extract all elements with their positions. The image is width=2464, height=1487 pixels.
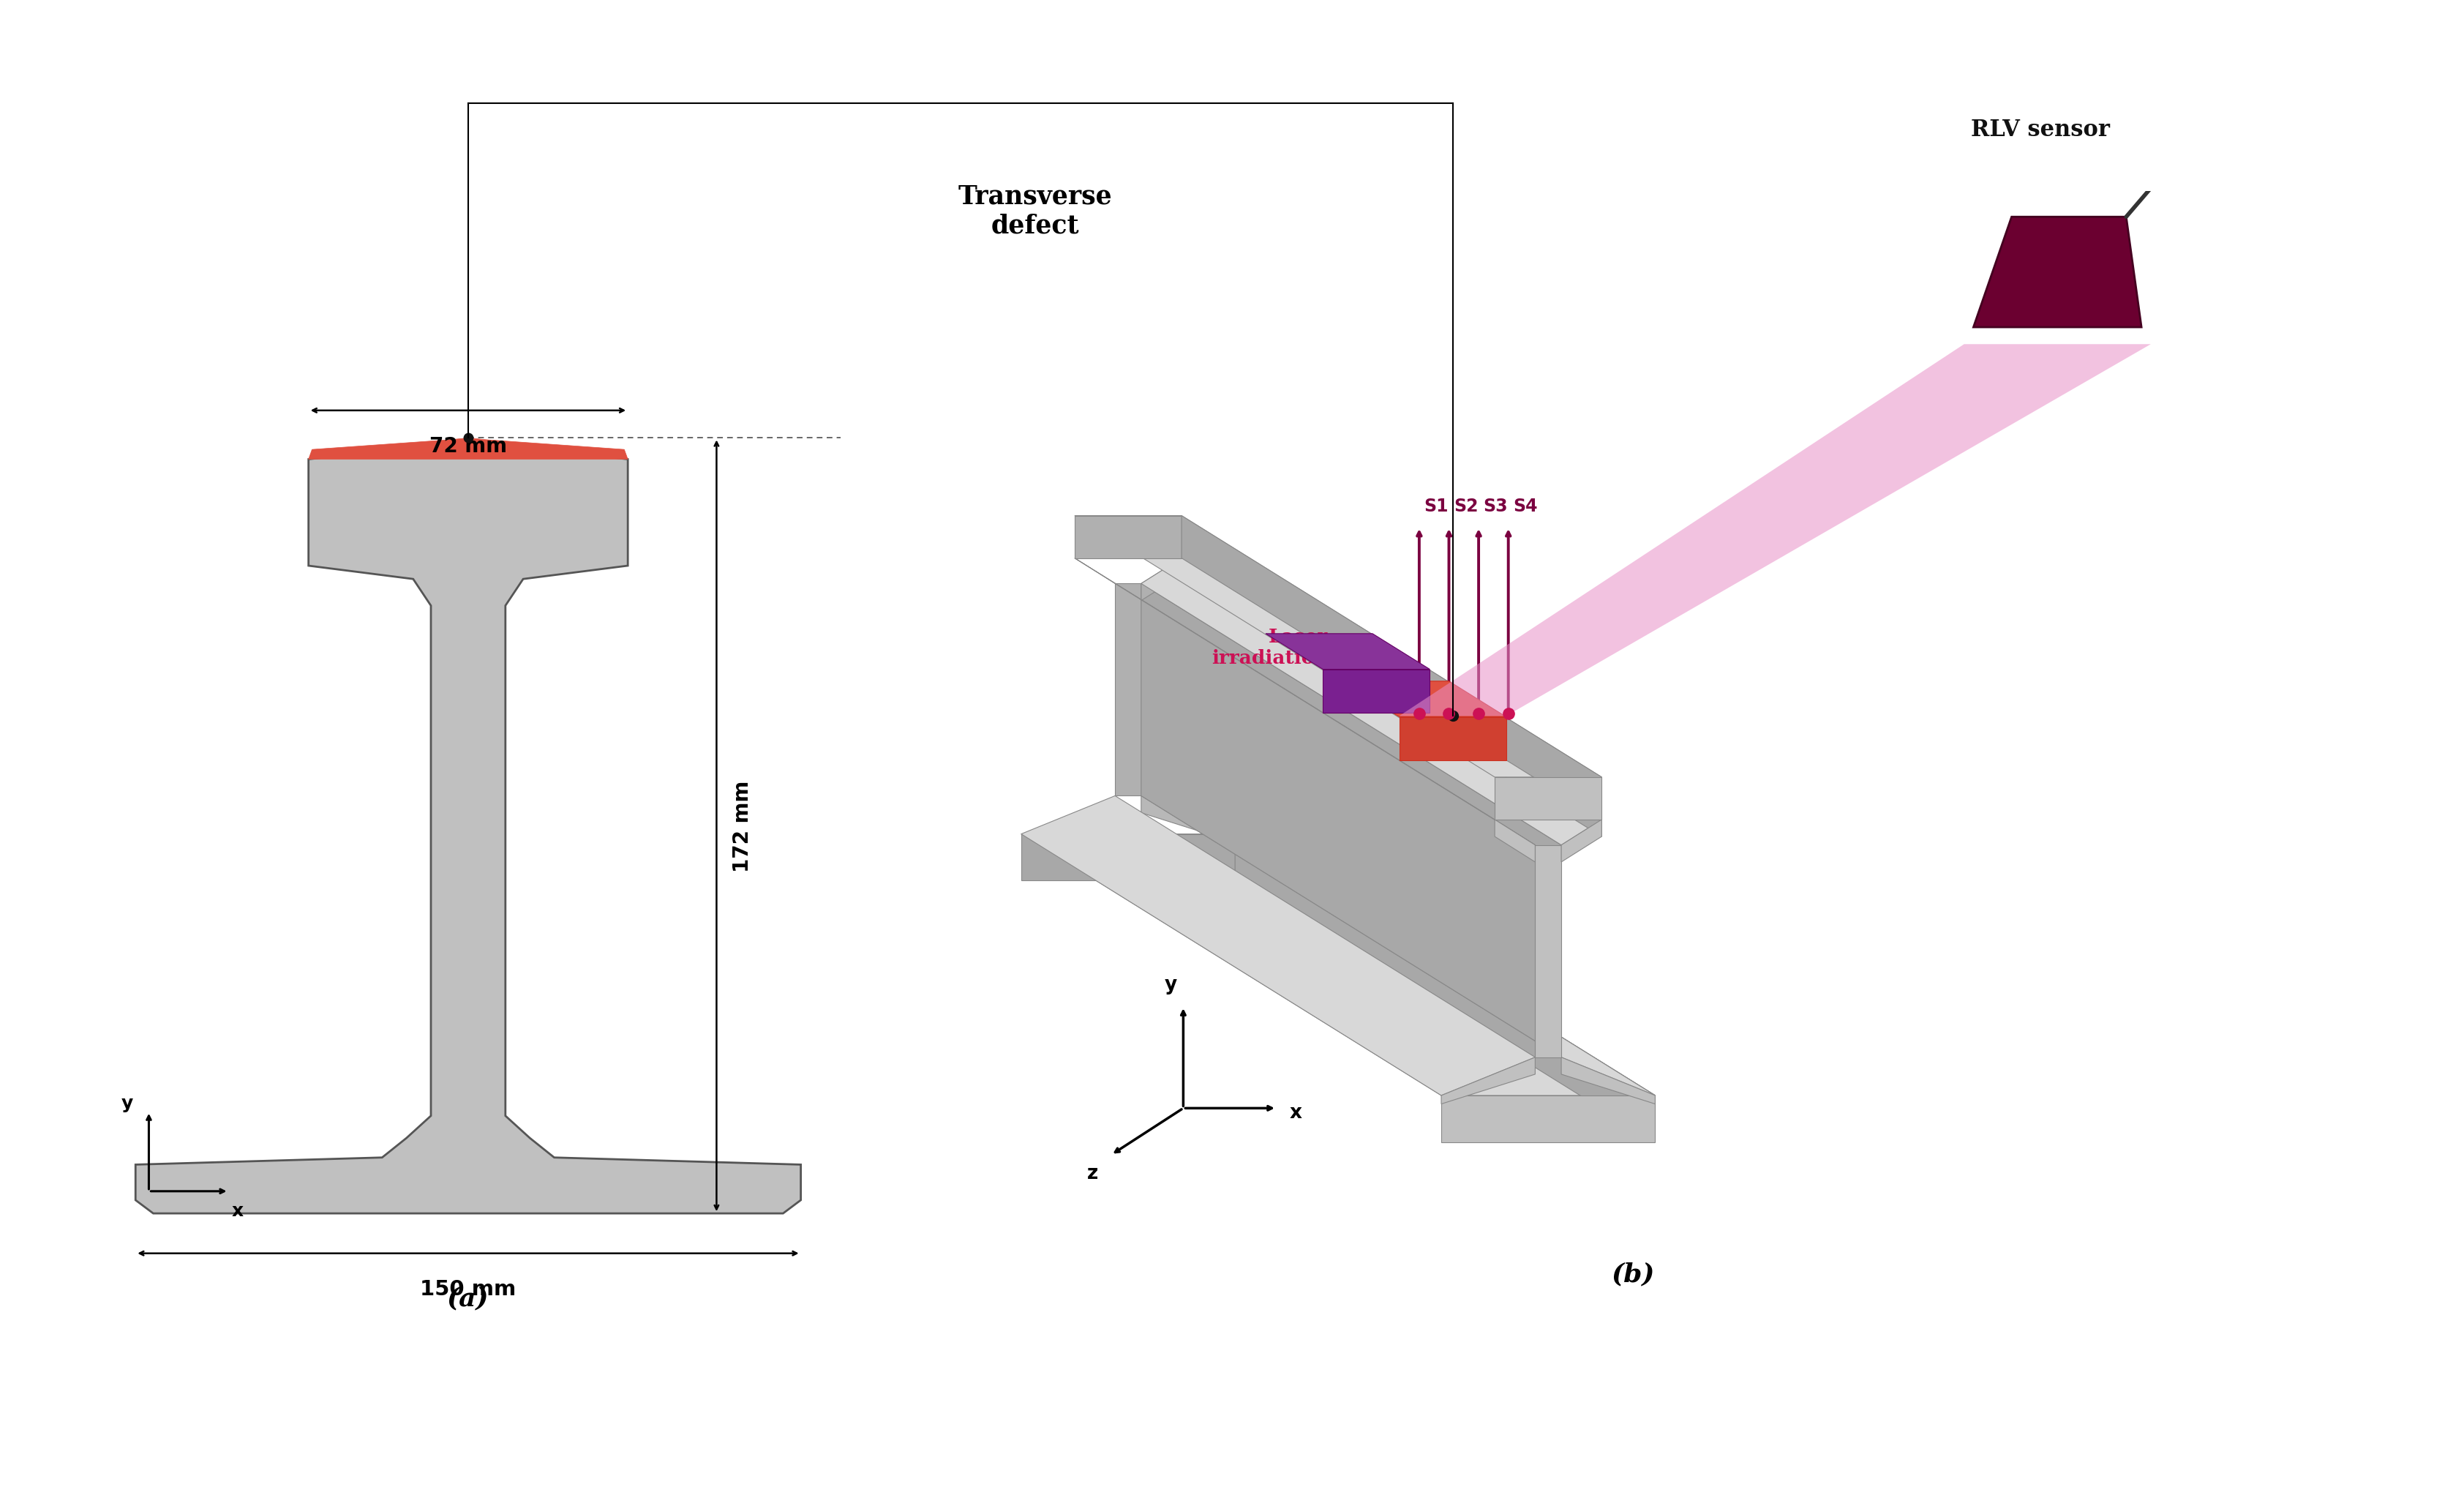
- Text: Transverse
defect: Transverse defect: [958, 184, 1111, 238]
- Polygon shape: [1116, 584, 1141, 796]
- Polygon shape: [1400, 717, 1506, 760]
- Polygon shape: [1441, 1096, 1656, 1142]
- Text: x: x: [1289, 1103, 1301, 1123]
- Text: z: z: [1087, 1163, 1099, 1182]
- Polygon shape: [1074, 516, 1602, 778]
- Polygon shape: [1441, 1057, 1535, 1105]
- Polygon shape: [1141, 584, 1562, 1057]
- Polygon shape: [1234, 834, 1656, 1105]
- Polygon shape: [1183, 559, 1602, 837]
- Text: 150 mm: 150 mm: [421, 1279, 515, 1298]
- Text: S1: S1: [1424, 497, 1449, 515]
- Text: 172 mm: 172 mm: [732, 781, 754, 871]
- Text: S2: S2: [1454, 497, 1478, 515]
- Polygon shape: [308, 439, 628, 459]
- Polygon shape: [1020, 834, 1656, 1096]
- Polygon shape: [1400, 345, 2151, 717]
- Text: y: y: [121, 1094, 133, 1111]
- Polygon shape: [1974, 217, 2141, 327]
- Polygon shape: [1020, 796, 1535, 1096]
- Text: S4: S4: [1513, 497, 1538, 515]
- Polygon shape: [1496, 819, 1535, 862]
- Polygon shape: [136, 442, 801, 1213]
- Polygon shape: [1343, 681, 1506, 717]
- Polygon shape: [1535, 845, 1562, 1057]
- Polygon shape: [1562, 819, 1602, 862]
- Text: S3: S3: [1483, 497, 1508, 515]
- Text: (b): (b): [1611, 1261, 1656, 1286]
- Polygon shape: [1074, 559, 1535, 845]
- Polygon shape: [1141, 559, 1602, 845]
- Polygon shape: [1496, 778, 1602, 819]
- Polygon shape: [1020, 834, 1234, 880]
- Polygon shape: [1141, 796, 1656, 1096]
- Polygon shape: [1234, 834, 1656, 1142]
- Polygon shape: [1141, 559, 1183, 601]
- Text: 72 mm: 72 mm: [429, 436, 508, 457]
- Text: Laser
irradiation: Laser irradiation: [1212, 628, 1328, 668]
- Polygon shape: [1074, 516, 1183, 559]
- Polygon shape: [1266, 633, 1429, 669]
- Polygon shape: [1183, 516, 1602, 819]
- Text: (a): (a): [446, 1285, 490, 1310]
- Polygon shape: [1323, 669, 1429, 712]
- Polygon shape: [1141, 796, 1234, 843]
- Text: x: x: [232, 1201, 244, 1219]
- Text: y: y: [1163, 975, 1178, 993]
- Text: RLV sensor: RLV sensor: [1971, 119, 2109, 141]
- Polygon shape: [1562, 1057, 1656, 1105]
